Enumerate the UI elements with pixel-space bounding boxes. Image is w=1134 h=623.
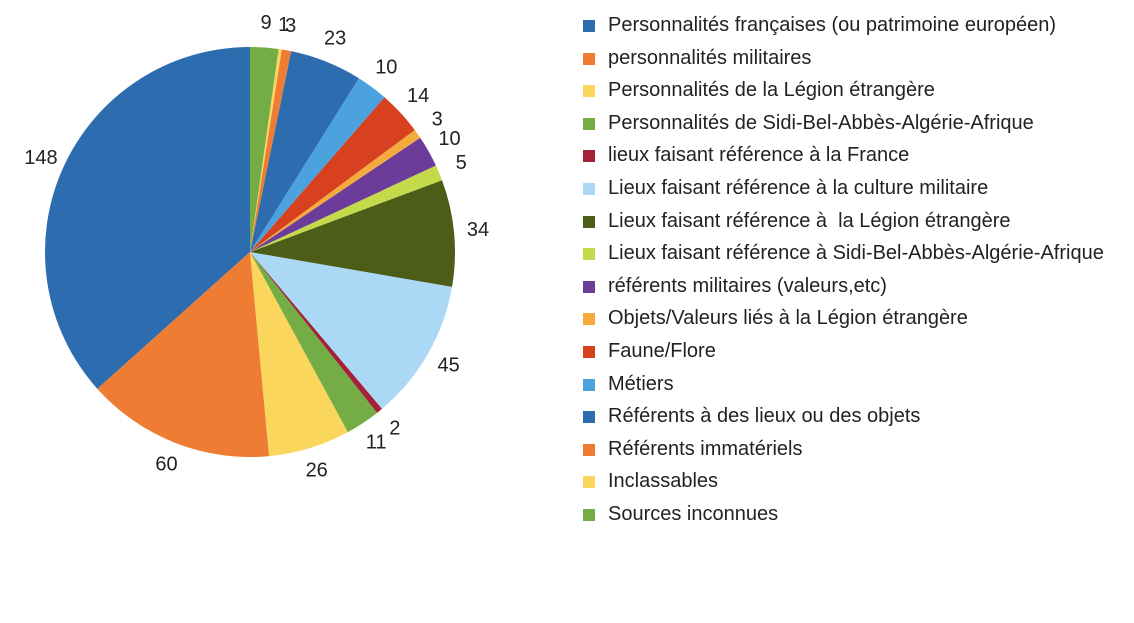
data-label: 10 [375, 56, 397, 78]
pie-slice [250, 51, 359, 252]
pie-slice [250, 252, 383, 413]
pie-slice [250, 49, 292, 252]
legend-swatch [583, 280, 595, 293]
legend-item: Personnalités de Sidi-Bel-Abbès-Algérie-… [583, 108, 1113, 138]
legend-swatch [583, 20, 595, 32]
legend-label: lieux faisant référence à la France [608, 144, 910, 167]
legend-swatch [583, 52, 595, 65]
legend-swatch [583, 508, 595, 521]
legend-label: Personnalités de la Légion étrangère [608, 79, 935, 102]
legend-item: Lieux faisant référence à Sidi-Bel-Abbès… [583, 238, 1113, 268]
pie-slice [250, 165, 443, 252]
legend-item: Référents à des lieux ou des objets [583, 401, 1113, 431]
legend-label: Référents à des lieux ou des objets [608, 405, 921, 428]
legend-label: Personnalités de Sidi-Bel-Abbès-Algérie-… [608, 111, 1034, 134]
legend-swatch [583, 182, 595, 195]
data-label: 3 [285, 15, 296, 37]
legend-swatch [583, 85, 595, 98]
pie-slice [97, 252, 270, 457]
legend-item: Métiers [583, 369, 1113, 399]
legend-label: Sources inconnues [608, 502, 779, 525]
data-label: 34 [467, 219, 489, 241]
legend-label: Objets/Valeurs liés à la Légion étrangèr… [608, 307, 968, 330]
pie-slice [250, 129, 421, 252]
legend-swatch [583, 411, 595, 424]
pie-slice [250, 97, 415, 253]
legend-label: Lieux faisant référence à la culture mil… [608, 176, 989, 199]
legend-item: Inclassables [583, 466, 1113, 496]
legend-item: personnalités militaires [583, 43, 1113, 73]
data-label: 1 [278, 14, 289, 36]
data-label: 23 [324, 28, 346, 50]
legend-label: référents militaires (valeurs,etc) [608, 274, 887, 297]
legend-item: Référents immatériels [583, 434, 1113, 464]
legend-label: personnalités militaires [608, 46, 812, 69]
legend-swatch [583, 248, 595, 261]
legend-item: référents militaires (valeurs,etc) [583, 271, 1113, 301]
data-label: 60 [155, 454, 177, 476]
legend-label: Lieux faisant référence à Sidi-Bel-Abbès… [608, 242, 1104, 265]
data-label: 11 [366, 431, 387, 453]
data-label: 10 [438, 128, 460, 150]
pie-slice [250, 252, 348, 457]
data-label: 9 [260, 12, 271, 34]
legend-swatch [583, 378, 595, 391]
data-label: 2 [389, 418, 400, 440]
legend-label: Métiers [608, 372, 674, 395]
legend-label: Référents immatériels [608, 437, 803, 460]
legend-item: Personnalités françaises (ou patrimoine … [583, 10, 1113, 40]
legend-swatch [583, 313, 595, 326]
legend-item: Personnalités de la Légion étrangère [583, 75, 1113, 105]
data-label: 5 [456, 152, 467, 174]
legend-item: Lieux faisant référence à la culture mil… [583, 173, 1113, 203]
data-label: 148 [24, 147, 57, 169]
pie-slice [250, 252, 453, 409]
legend-item: Objets/Valeurs liés à la Légion étrangèr… [583, 303, 1113, 333]
legend-swatch [583, 215, 595, 228]
data-label: 26 [306, 459, 328, 481]
legend-label: Faune/Flore [608, 339, 716, 362]
legend: Personnalités françaises (ou patrimoine … [583, 10, 1113, 532]
legend-swatch [583, 476, 595, 489]
legend-swatch [583, 117, 595, 130]
legend-item: Sources inconnues [583, 499, 1113, 529]
data-label: 14 [407, 85, 429, 107]
pie-slice [250, 252, 378, 433]
legend-swatch [583, 150, 595, 163]
legend-item: Lieux faisant référence à la Légion étra… [583, 206, 1113, 236]
data-label: 3 [432, 108, 443, 130]
pie-slice [250, 180, 455, 287]
pie-slice [45, 47, 251, 389]
legend-swatch [583, 345, 595, 358]
legend-label: Lieux faisant référence à la Légion étra… [608, 209, 1011, 232]
data-label: 45 [437, 354, 459, 376]
pie-slice [250, 47, 279, 252]
pie-slice [250, 78, 385, 253]
pie-slice [250, 137, 436, 252]
pie-slice [250, 49, 282, 253]
legend-label: Personnalités françaises (ou patrimoine … [608, 14, 1057, 36]
legend-label: Inclassables [608, 470, 719, 493]
legend-item: Faune/Flore [583, 336, 1113, 366]
legend-swatch [583, 443, 595, 456]
legend-item: lieux faisant référence à la France [583, 140, 1113, 170]
